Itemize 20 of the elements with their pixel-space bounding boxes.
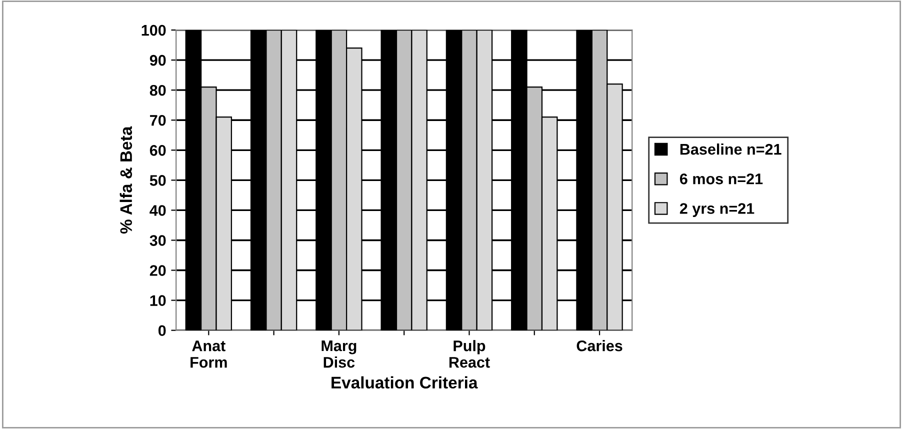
y-tick-label: 20 [150,265,166,276]
x-tick-label: Pulp React [449,340,490,368]
y-tick-label: 10 [150,295,166,306]
y-axis-title: % Alfa & Beta [120,126,132,234]
legend-label: 2 yrs n=21 [680,203,754,217]
y-tick-label: 70 [150,114,166,126]
y-tick-label: 40 [150,205,166,216]
y-tick-label: 30 [150,235,166,246]
legend-label: 6 mos n=21 [680,174,763,184]
y-tick-label: 0 [158,325,166,336]
y-tick-label: 50 [150,175,166,186]
x-tick-label: Marg Disc [322,340,356,368]
x-axis-title: Evaluation Criteria [332,376,478,389]
y-tick-label: 60 [150,145,166,156]
y-tick-label: 90 [150,54,166,66]
y-tick-label: 80 [150,84,166,96]
y-tick-label: 100 [142,24,166,36]
x-tick-label: Caries [576,340,622,352]
legend-label: Baseline n=21 [680,144,782,155]
x-tick-label: Anat Form [190,340,227,368]
